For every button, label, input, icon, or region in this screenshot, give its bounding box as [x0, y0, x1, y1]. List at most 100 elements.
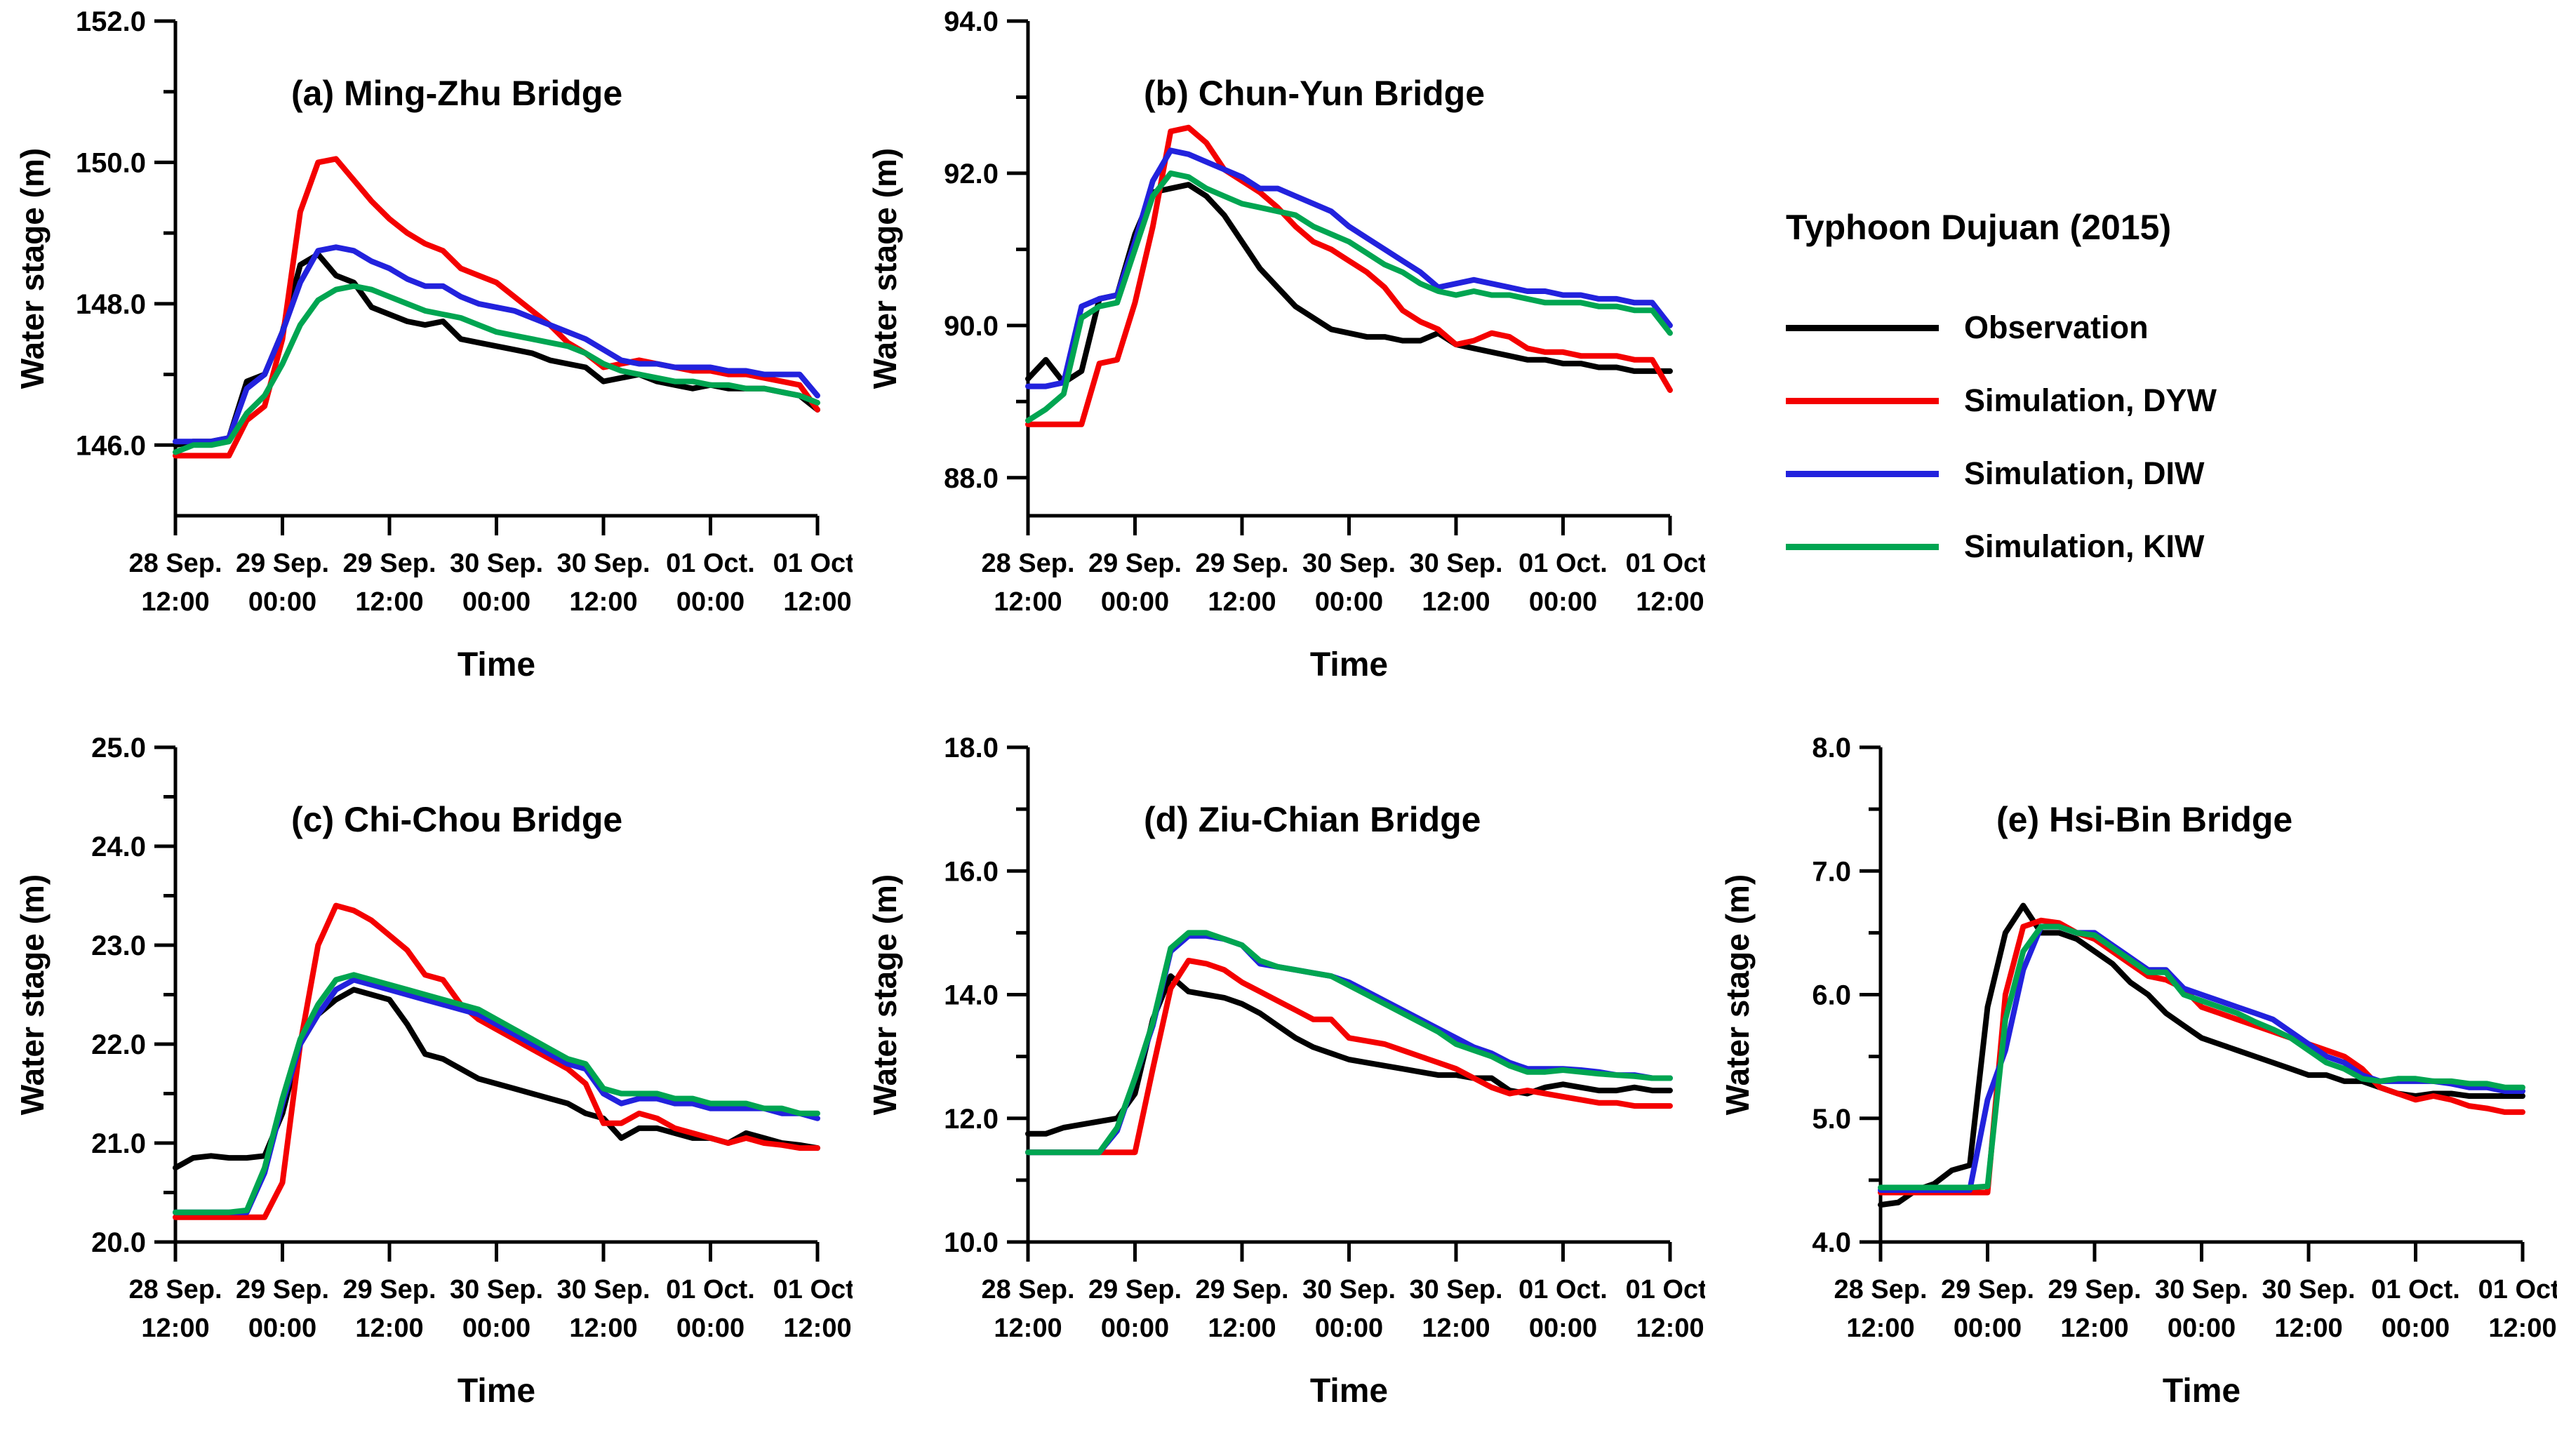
x-tick-label-date: 29 Sep. — [1941, 1275, 2034, 1304]
y-axis-title: Water stage (m) — [867, 148, 903, 389]
x-tick-label-time: 00:00 — [248, 587, 316, 617]
x-tick-label-date: 01 Oct. — [773, 1275, 853, 1304]
y-tick-label: 148.0 — [76, 289, 146, 320]
chart-a: 146.0 148.0 150.0 152.0 28 Sep. 12:00 29 Sep. 0… — [14, 6, 862, 683]
panel-e-hsi-bin: 4.0 5.0 6.0 7.0 8.0 28 Sep. 12:00 29 Sep. 00:00 2… — [1705, 726, 2557, 1452]
y-tick-label: 94.0 — [944, 6, 999, 37]
chart-e: 4.0 5.0 6.0 7.0 8.0 28 Sep. 12:00 29 Sep. 00:00 2… — [1719, 733, 2557, 1410]
legend-entry-label: Observation — [1964, 309, 2149, 345]
y-tick-label: 24.0 — [91, 831, 146, 862]
x-tick-label-date: 30 Sep. — [2155, 1275, 2248, 1304]
series-line-observation — [1025, 973, 1673, 1137]
chart-b: 88.0 90.0 92.0 94.0 28 Sep. 12:00 29 Sep. 00:00… — [867, 6, 1714, 683]
x-axis-title: Time — [2163, 1372, 2241, 1410]
x-tick-label-time: 12:00 — [1208, 1314, 1276, 1343]
x-tick-label-time: 12:00 — [1422, 1314, 1490, 1343]
x-axis-title: Time — [1310, 1372, 1388, 1410]
panel-title: (e) Hsi-Bin Bridge — [1996, 800, 2292, 839]
legend-entry-label: Simulation, KIW — [1964, 528, 2205, 564]
legend-entry: Observation — [1786, 291, 2557, 364]
x-tick-label-date: 30 Sep. — [2262, 1275, 2355, 1304]
x-tick-label-time: 12:00 — [1636, 587, 1704, 617]
x-tick-label-time: 12:00 — [2488, 1314, 2556, 1343]
y-tick-label: 90.0 — [944, 311, 999, 342]
x-tick-label-date: 29 Sep. — [1195, 1275, 1288, 1304]
x-tick-label-date: 01 Oct. — [666, 549, 755, 578]
x-tick-label-date: 30 Sep. — [1302, 1275, 1396, 1304]
x-tick-label-date: 01 Oct. — [773, 549, 853, 578]
series-line-simulation-diw — [1878, 923, 2525, 1193]
panel-title: (b) Chun-Yun Bridge — [1144, 74, 1485, 113]
series-line-simulation-dyw — [173, 902, 820, 1220]
legend-entry-label: Simulation, DIW — [1964, 455, 2205, 491]
x-tick-label-date: 28 Sep. — [128, 1275, 222, 1304]
x-tick-label-date: 01 Oct. — [1518, 1275, 1608, 1304]
x-tick-label-time: 00:00 — [1529, 1314, 1597, 1343]
y-tick-label: 23.0 — [91, 930, 146, 961]
x-tick-label-date: 01 Oct. — [666, 1275, 755, 1304]
x-tick-label-time: 12:00 — [783, 587, 851, 617]
y-axis-title: Water stage (m) — [1719, 874, 1756, 1115]
y-tick-label: 5.0 — [1812, 1104, 1851, 1135]
y-tick-label: 10.0 — [944, 1227, 999, 1258]
y-axis-title: Water stage (m) — [14, 874, 51, 1115]
x-tick-label-time: 00:00 — [676, 587, 745, 617]
series-line-simulation-kiw — [1025, 170, 1673, 424]
x-tick-label-time: 12:00 — [355, 1314, 423, 1343]
y-tick-label: 4.0 — [1812, 1227, 1851, 1258]
x-tick-label-date: 01 Oct. — [1626, 549, 1705, 578]
x-tick-label-time: 00:00 — [462, 1314, 530, 1343]
x-tick-label-time: 12:00 — [569, 1314, 637, 1343]
series-line-simulation-diw — [1025, 933, 1673, 1156]
y-axis-title: Water stage (m) — [867, 874, 903, 1115]
panel-title: (a) Ming-Zhu Bridge — [291, 74, 622, 113]
x-tick-label-time: 00:00 — [2168, 1314, 2236, 1343]
y-tick-label: 152.0 — [76, 6, 146, 37]
legend-line-swatch — [1786, 543, 1939, 550]
x-tick-label-date: 29 Sep. — [1088, 1275, 1182, 1304]
panel-d-ziu-chian: 10.0 12.0 14.0 16.0 18.0 28 Sep. 12:00 29 Sep. 0… — [853, 726, 1714, 1452]
x-tick-label-date: 01 Oct. — [1626, 1275, 1705, 1304]
y-tick-label: 20.0 — [91, 1227, 146, 1258]
legend-entry: Simulation, KIW — [1786, 510, 2557, 583]
panel-c-chi-chou: 20.0 21.0 22.0 23.0 24.0 25.0 28 Sep. 12:00 29 S… — [0, 726, 862, 1452]
x-tick-label-date: 29 Sep. — [1088, 549, 1182, 578]
x-axis-title: Time — [458, 646, 535, 683]
y-tick-label: 6.0 — [1812, 980, 1851, 1011]
x-tick-label-date: 01 Oct. — [1518, 549, 1608, 578]
x-tick-label-time: 12:00 — [1636, 1314, 1704, 1343]
y-tick-label: 92.0 — [944, 159, 999, 189]
x-tick-label-time: 12:00 — [141, 587, 209, 617]
x-tick-label-date: 30 Sep. — [450, 549, 543, 578]
panel-title: (c) Chi-Chou Bridge — [291, 800, 622, 839]
x-tick-label-time: 12:00 — [783, 1314, 851, 1343]
x-tick-label-time: 12:00 — [2274, 1314, 2342, 1343]
series-line-simulation-diw — [1025, 147, 1673, 389]
x-tick-label-time: 00:00 — [248, 1314, 316, 1343]
y-tick-label: 18.0 — [944, 733, 999, 763]
x-tick-label-time: 00:00 — [2382, 1314, 2450, 1343]
legend-line-swatch — [1786, 397, 1939, 404]
x-tick-label-time: 12:00 — [141, 1314, 209, 1343]
series-line-simulation-kiw — [1878, 923, 2525, 1191]
x-tick-label-date: 29 Sep. — [1195, 549, 1288, 578]
x-tick-label-time: 00:00 — [676, 1314, 745, 1343]
legend-entry-label: Simulation, DYW — [1964, 382, 2217, 418]
y-tick-label: 25.0 — [91, 733, 146, 763]
chart-d: 10.0 12.0 14.0 16.0 18.0 28 Sep. 12:00 29 Sep. 0… — [867, 733, 1714, 1410]
y-tick-label: 16.0 — [944, 856, 999, 887]
x-tick-label-time: 12:00 — [1422, 587, 1490, 617]
y-tick-label: 150.0 — [76, 147, 146, 178]
legend-title: Typhoon Dujuan (2015) — [1786, 208, 2172, 247]
x-tick-label-date: 01 Oct. — [2478, 1275, 2557, 1304]
series-line-simulation-diw — [173, 977, 820, 1215]
series-line-simulation-dyw — [1025, 958, 1673, 1156]
y-tick-label: 12.0 — [944, 1104, 999, 1135]
series-line-simulation-diw — [173, 244, 820, 445]
x-tick-label-time: 12:00 — [1846, 1314, 1914, 1343]
legend: Typhoon Dujuan (2015) Observation Simulat… — [1705, 0, 2557, 726]
x-tick-label-date: 30 Sep. — [1302, 549, 1396, 578]
x-tick-label-time: 00:00 — [1101, 1314, 1169, 1343]
x-tick-label-time: 00:00 — [1954, 1314, 2022, 1343]
